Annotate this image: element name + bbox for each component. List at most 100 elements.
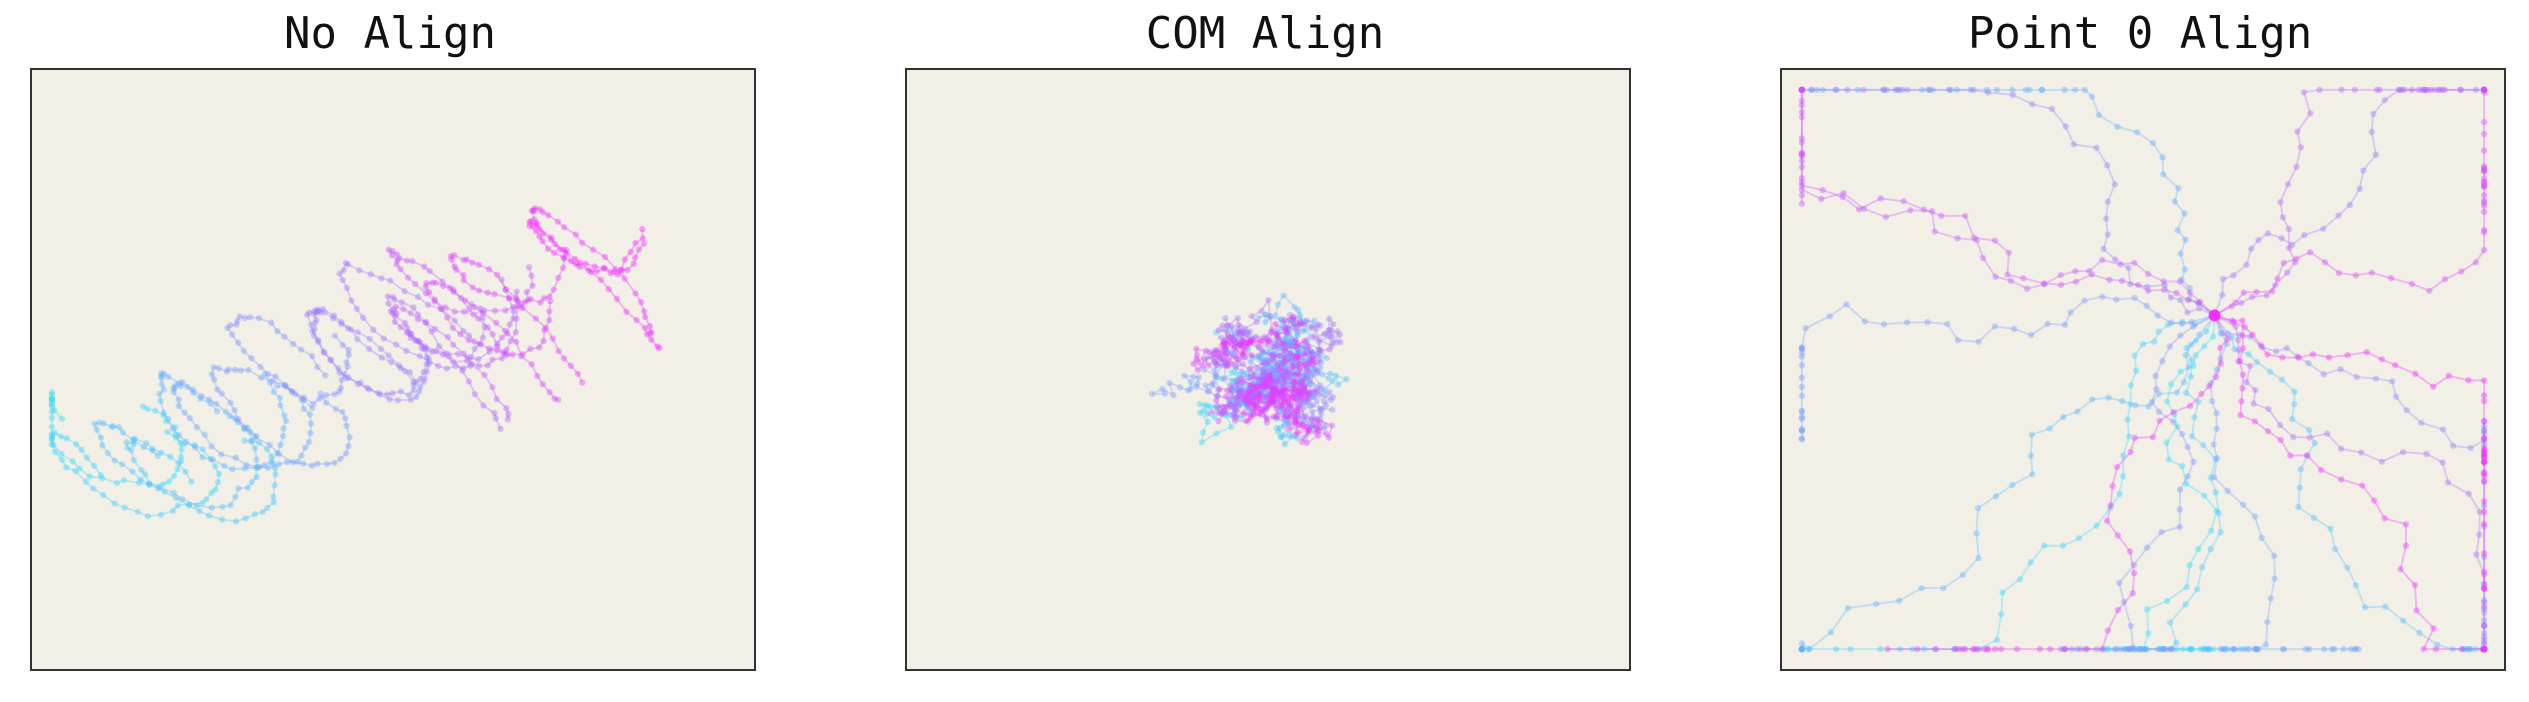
data-point	[232, 415, 239, 422]
data-point	[1325, 434, 1333, 441]
data-point	[1265, 377, 1272, 385]
data-point	[2061, 86, 2068, 94]
data-point	[2253, 645, 2261, 653]
data-point	[2228, 303, 2235, 310]
data-point	[1896, 86, 1903, 94]
data-point	[1292, 418, 1299, 425]
data-point	[265, 464, 272, 472]
data-point	[199, 454, 206, 461]
data-point	[1254, 382, 1261, 389]
data-point	[1798, 645, 1806, 653]
data-point	[2070, 141, 2077, 148]
data-point	[48, 435, 56, 443]
data-point	[144, 513, 151, 520]
data-point	[1242, 339, 1250, 347]
data-point	[1798, 383, 1806, 390]
data-point	[266, 379, 274, 386]
data-point	[1211, 347, 1218, 355]
data-point	[314, 306, 321, 313]
series-line	[1239, 365, 1349, 410]
data-point	[548, 236, 555, 244]
data-point	[48, 408, 56, 415]
data-point	[1928, 207, 1936, 215]
data-point	[1297, 401, 1304, 408]
data-point	[1283, 364, 1290, 371]
data-point	[1271, 392, 1279, 399]
data-point	[2237, 411, 2244, 419]
data-point	[503, 346, 510, 354]
data-point	[1230, 386, 1237, 394]
data-point	[1305, 392, 1312, 399]
data-point	[1300, 413, 1307, 421]
data-point	[2480, 452, 2488, 459]
data-point	[1308, 371, 1315, 379]
data-point	[2480, 645, 2488, 653]
data-point	[1310, 393, 1317, 400]
data-point	[530, 206, 538, 214]
data-point	[1270, 396, 1278, 403]
data-point	[2023, 285, 2031, 292]
data-point	[149, 445, 156, 452]
data-point	[1229, 349, 1236, 357]
data-point	[1272, 384, 1280, 392]
data-point	[111, 457, 118, 464]
data-point	[237, 367, 245, 374]
data-point	[2418, 419, 2425, 427]
series-line	[50, 431, 220, 518]
data-point	[2257, 342, 2265, 349]
data-point	[1205, 362, 1213, 369]
data-point	[1305, 381, 1313, 388]
data-point	[322, 392, 330, 399]
data-point	[2337, 366, 2344, 373]
data-point	[2166, 619, 2174, 626]
data-point	[1213, 360, 1220, 367]
data-point	[1880, 86, 1887, 94]
data-point	[2258, 534, 2265, 541]
data-point	[1242, 343, 1249, 351]
data-point	[1255, 390, 1263, 397]
data-point	[2228, 334, 2235, 341]
data-point	[1312, 365, 1319, 373]
data-point	[1289, 341, 1296, 349]
data-point	[1239, 388, 1246, 395]
data-point	[1269, 398, 1276, 406]
data-point	[393, 251, 401, 258]
data-point	[1289, 394, 1296, 401]
data-point	[1229, 394, 1236, 402]
data-point	[1292, 337, 1300, 344]
data-point	[1239, 377, 1247, 384]
data-point	[2132, 402, 2139, 409]
data-point	[342, 415, 349, 422]
data-point	[2127, 448, 2134, 456]
data-point	[2119, 397, 2126, 405]
data-point	[274, 328, 281, 335]
data-point	[252, 434, 259, 441]
data-point	[1295, 388, 1302, 396]
data-point	[1235, 356, 1242, 363]
data-point	[630, 260, 638, 267]
data-point	[601, 253, 609, 261]
data-point	[2159, 154, 2166, 161]
data-point	[2192, 352, 2199, 359]
data-point	[2480, 645, 2488, 653]
data-point	[2111, 645, 2118, 653]
data-point	[1309, 413, 1317, 421]
data-point	[2480, 208, 2488, 216]
series-line	[1219, 364, 1277, 411]
data-point	[1316, 419, 1323, 427]
data-point	[421, 343, 429, 350]
data-point	[2480, 458, 2488, 466]
data-point	[1247, 390, 1254, 397]
data-point	[1291, 360, 1299, 368]
data-point	[1244, 387, 1251, 394]
data-point	[160, 386, 167, 393]
data-point	[298, 396, 305, 403]
data-point	[1256, 397, 1263, 405]
data-point	[514, 298, 522, 305]
data-point	[1798, 139, 1806, 146]
data-point	[1223, 362, 1231, 369]
data-point	[2240, 501, 2247, 508]
series-line	[2108, 314, 2248, 651]
data-point	[231, 407, 238, 414]
